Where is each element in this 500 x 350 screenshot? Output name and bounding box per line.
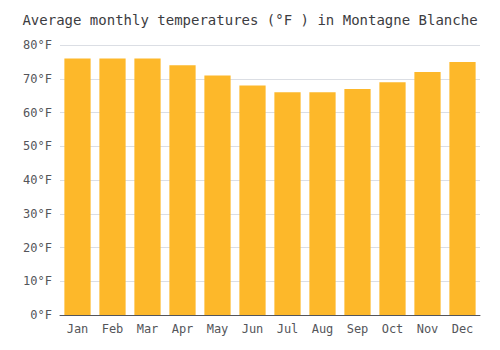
- svg-text:10°F: 10°F: [23, 274, 52, 288]
- svg-text:Mar: Mar: [137, 322, 159, 336]
- svg-text:Aug: Aug: [312, 322, 334, 336]
- svg-text:60°F: 60°F: [23, 106, 52, 120]
- svg-text:Jan: Jan: [67, 322, 89, 336]
- svg-text:Nov: Nov: [417, 322, 439, 336]
- svg-text:0°F: 0°F: [30, 308, 52, 322]
- svg-text:30°F: 30°F: [23, 207, 52, 221]
- svg-text:80°F: 80°F: [23, 38, 52, 52]
- svg-text:May: May: [207, 322, 229, 336]
- svg-text:Jul: Jul: [277, 322, 299, 336]
- svg-text:Jun: Jun: [242, 322, 264, 336]
- svg-text:70°F: 70°F: [23, 72, 52, 86]
- svg-text:Feb: Feb: [102, 322, 124, 336]
- svg-text:Apr: Apr: [172, 322, 194, 336]
- svg-text:50°F: 50°F: [23, 139, 52, 153]
- svg-text:Sep: Sep: [347, 322, 369, 336]
- svg-text:40°F: 40°F: [23, 173, 52, 187]
- svg-text:20°F: 20°F: [23, 241, 52, 255]
- svg-text:Average monthly temperatures (: Average monthly temperatures (°F ) in Mo…: [22, 12, 477, 28]
- svg-text:Dec: Dec: [452, 322, 474, 336]
- svg-text:Oct: Oct: [382, 322, 404, 336]
